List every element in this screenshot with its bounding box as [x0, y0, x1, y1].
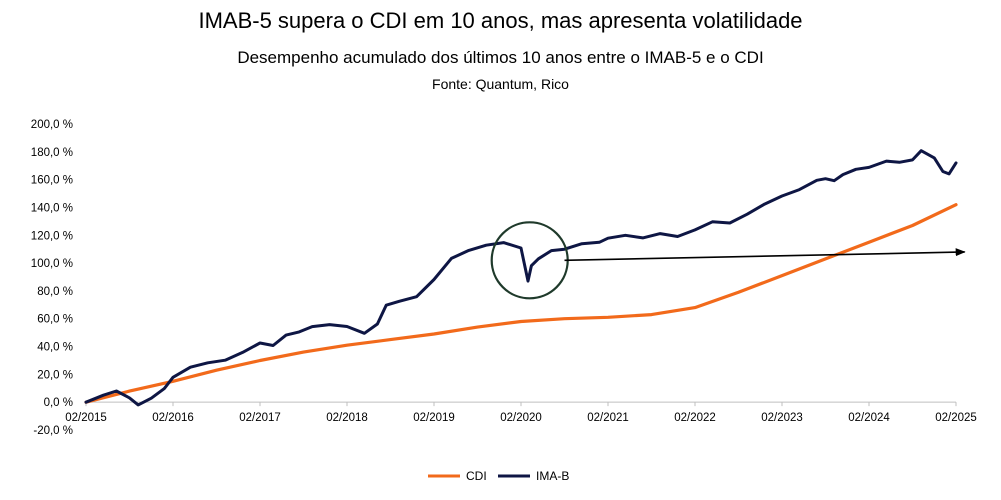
y-tick-label: -20,0 %	[33, 425, 73, 437]
trend-arrow	[564, 248, 966, 262]
legend: CDI IMA-B	[428, 469, 569, 483]
chart-subtitle: Desempenho acumulado dos últimos 10 anos…	[237, 48, 764, 67]
y-tick-label: 180,0 %	[31, 147, 73, 159]
x-tick-label: 02/2015	[65, 412, 107, 424]
annotation-layer	[490, 221, 966, 300]
y-tick-label: 160,0 %	[31, 175, 73, 187]
series-line-cdi	[84, 203, 958, 404]
chart-title: IMAB-5 supera o CDI em 10 anos, mas apre…	[198, 8, 803, 33]
y-tick-label: 140,0 %	[31, 202, 73, 214]
y-tick-label: 20,0 %	[37, 369, 73, 381]
y-tick-label: 80,0 %	[37, 286, 73, 298]
x-tick-label: 02/2021	[587, 412, 629, 424]
y-tick-label: 200,0 %	[31, 119, 73, 131]
x-tick-label: 02/2019	[413, 412, 455, 424]
y-tick-label: 120,0 %	[31, 230, 73, 242]
legend-label: IMA-B	[536, 469, 569, 483]
y-tick-label: 60,0 %	[37, 314, 73, 326]
y-tick-label: 40,0 %	[37, 342, 73, 354]
x-tick-label: 02/2016	[152, 412, 194, 424]
y-tick-label: 0,0 %	[44, 397, 73, 409]
x-tick-label: 02/2023	[761, 412, 803, 424]
highlight-circle	[490, 221, 569, 300]
series-layer	[84, 149, 958, 407]
series-line-ima-b	[84, 149, 958, 407]
x-tick-label: 02/2024	[848, 412, 890, 424]
y-tick-label: 100,0 %	[31, 258, 73, 270]
x-tick-label: 02/2025	[935, 412, 977, 424]
chart-axes: -20,0 % 0,0 % 20,0 % 40,0 % 60,0 % 80,0 % 100,…	[31, 119, 977, 437]
x-tick-label: 02/2022	[674, 412, 716, 424]
legend-label: CDI	[466, 469, 487, 483]
chart-source: Fonte: Quantum, Rico	[432, 76, 569, 92]
x-tick-label: 02/2017	[239, 412, 281, 424]
x-tick-label: 02/2020	[500, 412, 542, 424]
x-tick-label: 02/2018	[326, 412, 368, 424]
